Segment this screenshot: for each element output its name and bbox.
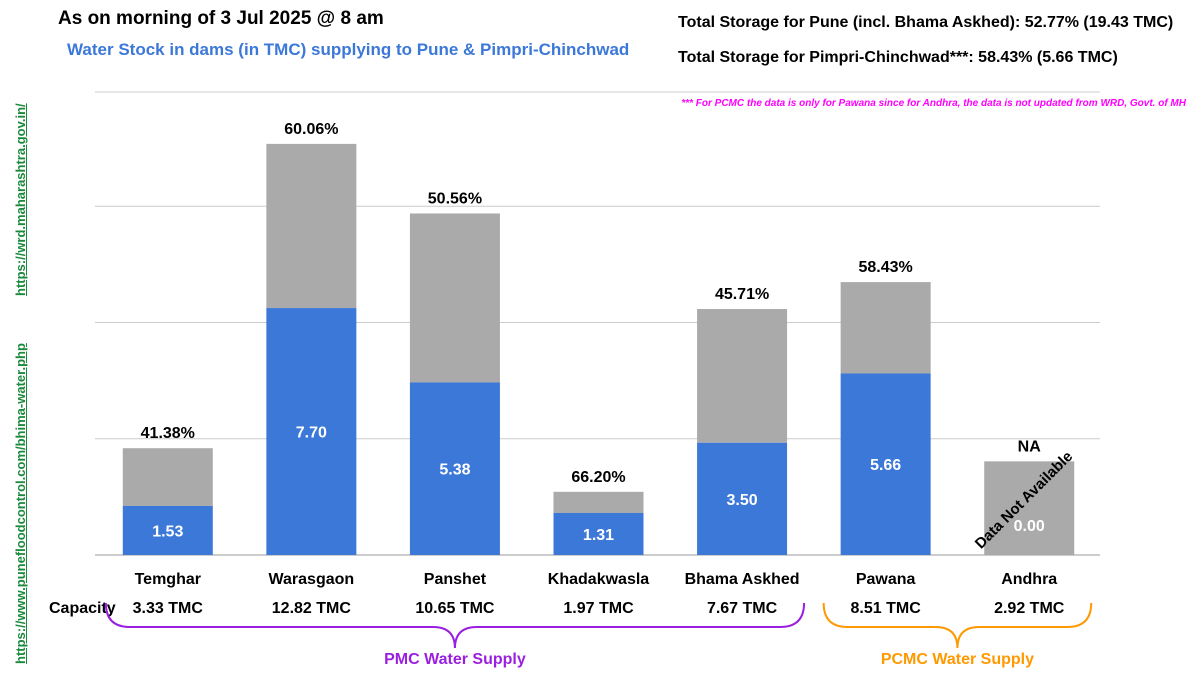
category-label: Bhama Askhed — [685, 571, 800, 588]
bar-value-label: 1.31 — [583, 527, 614, 544]
category-label: Pawana — [856, 571, 916, 588]
bar-stored-3 — [553, 512, 644, 555]
category-label: Warasgaon — [269, 571, 355, 588]
group-label: PCMC Water Supply — [881, 651, 1034, 668]
category-label: Andhra — [1001, 571, 1057, 588]
capacity-label: 2.92 TMC — [994, 600, 1065, 617]
bar-stored-2 — [409, 382, 500, 555]
capacity-label: 3.33 TMC — [133, 600, 204, 617]
total-storage-pune: Total Storage for Pune (incl. Bhama Askh… — [678, 14, 1174, 31]
category-label: Khadakwasla — [548, 571, 649, 588]
group-label: PMC Water Supply — [384, 651, 526, 668]
bar-empty-4 — [697, 309, 788, 443]
bar-stored-1 — [266, 308, 357, 555]
total-storage-pcmc: Total Storage for Pimpri-Chinchwad***: 5… — [678, 49, 1118, 66]
bar-percent-label: 66.20% — [571, 469, 625, 486]
category-label: Temghar — [135, 571, 201, 588]
bar-percent-label: 45.71% — [715, 286, 769, 303]
bar-stored-4 — [697, 442, 788, 555]
bar-percent-label: 58.43% — [859, 259, 913, 276]
bar-percent-label: 50.56% — [428, 190, 482, 207]
page-title: As on morning of 3 Jul 2025 @ 8 am — [58, 8, 384, 29]
group-brace — [822, 602, 1093, 649]
bar-value-label: 1.53 — [152, 523, 183, 540]
bar-empty-3 — [553, 491, 644, 513]
bar-value-label: 5.66 — [870, 457, 901, 474]
bar-percent-label: 41.38% — [141, 425, 195, 442]
category-label: Panshet — [424, 571, 487, 588]
capacity-label: 7.67 TMC — [707, 600, 778, 617]
bar-percent-label: 60.06% — [284, 121, 338, 138]
capacity-label: 10.65 TMC — [415, 600, 495, 617]
bar-empty-2 — [409, 213, 500, 383]
chart-subtitle: Water Stock in dams (in TMC) supplying t… — [67, 40, 630, 59]
capacity-row-label: Capacity — [49, 600, 116, 617]
bar-empty-5 — [840, 282, 931, 374]
bar-value-label: 3.50 — [727, 492, 758, 509]
pcmc-footnote: *** For PCMC the data is only for Pawana… — [681, 98, 1186, 109]
bar-empty-1 — [266, 143, 357, 309]
bar-stored-0 — [122, 505, 213, 555]
bar-stored-5 — [840, 373, 931, 555]
capacity-label: 8.51 TMC — [851, 600, 922, 617]
group-brace — [104, 602, 806, 649]
capacity-label: 1.97 TMC — [563, 600, 634, 617]
bar-value-label: 7.70 — [296, 425, 327, 442]
bar-empty-6 — [984, 461, 1075, 555]
bar-value-label: 5.38 — [439, 462, 470, 479]
bar-percent-label: NA — [1018, 438, 1042, 455]
bar-value-label: 0.00 — [1014, 518, 1045, 535]
bar-empty-0 — [122, 448, 213, 506]
capacity-label: 12.82 TMC — [272, 600, 352, 617]
